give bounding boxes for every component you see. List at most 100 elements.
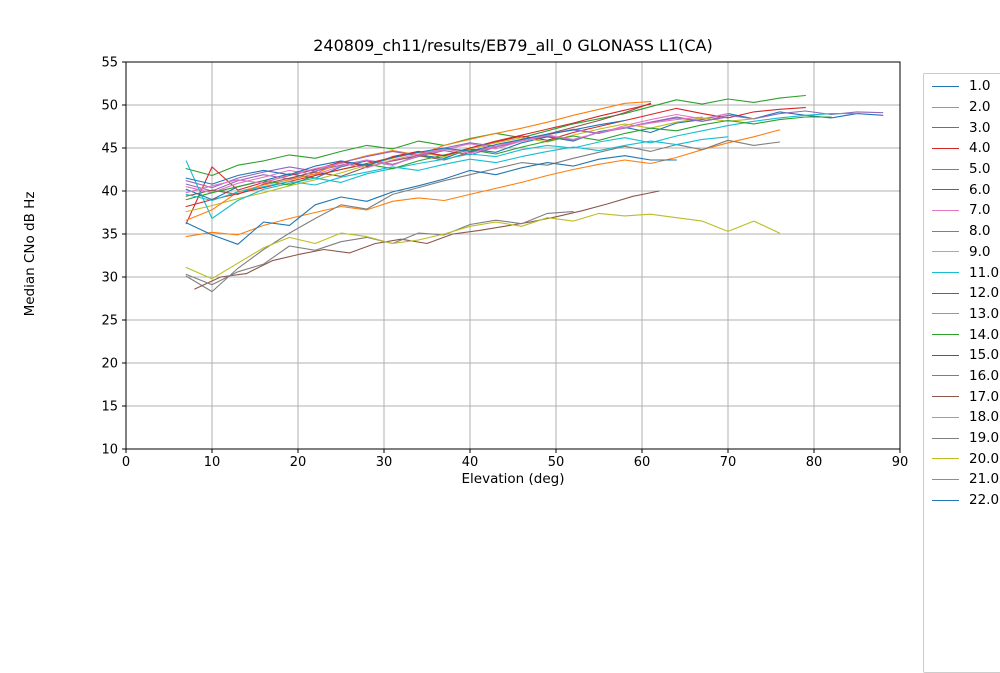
y-tick-label: 25 bbox=[101, 314, 118, 329]
legend-label: 20.0 bbox=[969, 450, 1000, 467]
legend-item: 9.0 bbox=[924, 242, 1000, 263]
x-tick-label: 0 bbox=[122, 455, 130, 470]
legend-line-sample bbox=[932, 313, 959, 315]
legend-line-sample bbox=[932, 437, 959, 439]
legend-label: 3.0 bbox=[969, 119, 991, 136]
x-tick-label: 80 bbox=[806, 455, 823, 470]
x-tick-label: 50 bbox=[548, 455, 565, 470]
legend-item: 22.0 bbox=[924, 490, 1000, 511]
legend-item: 2.0 bbox=[924, 97, 1000, 118]
x-tick-label: 30 bbox=[376, 455, 393, 470]
legend-line-sample bbox=[932, 106, 959, 108]
series-line-9-0 bbox=[185, 117, 755, 213]
chart-title: 240809_ch11/results/EB79_all_0 GLONASS L… bbox=[313, 36, 713, 55]
y-tick-label: 40 bbox=[101, 185, 118, 200]
legend-line-sample bbox=[932, 458, 959, 460]
legend-label: 2.0 bbox=[969, 99, 991, 116]
legend-line-sample bbox=[932, 230, 959, 232]
legend-box: 1.0 2.0 3.0 4.0 5.0 6.0 7.0 8.0 9.0 11.0 12.0 13.0 1… bbox=[923, 73, 1000, 673]
x-tick-label: 90 bbox=[892, 455, 909, 470]
legend-item: 18.0 bbox=[924, 407, 1000, 428]
x-axis-label: Elevation (deg) bbox=[461, 471, 565, 487]
x-tick-label: 20 bbox=[290, 455, 307, 470]
legend-label: 9.0 bbox=[969, 243, 991, 260]
legend-item: 20.0 bbox=[924, 448, 1000, 469]
y-tick-label: 50 bbox=[101, 99, 118, 114]
x-tick-label: 60 bbox=[634, 455, 651, 470]
series-line-15-0 bbox=[185, 103, 652, 208]
series-line-12-0 bbox=[185, 155, 677, 245]
legend-label: 18.0 bbox=[969, 409, 1000, 426]
legend-label: 5.0 bbox=[969, 161, 991, 178]
series-line-8-0 bbox=[185, 139, 781, 293]
legend-line-sample bbox=[932, 354, 959, 356]
legend-item: 8.0 bbox=[924, 221, 1000, 242]
legend-item: 4.0 bbox=[924, 138, 1000, 159]
series-line-7-0 bbox=[185, 113, 729, 194]
figure: 0 10 20 30 40 50 60 70 80 90 10 15 20 25 30 35 40 45 50 55 … bbox=[22, 36, 1000, 673]
legend-line-sample bbox=[932, 251, 959, 253]
legend-line-sample bbox=[932, 292, 959, 294]
y-tick-label: 30 bbox=[101, 271, 118, 286]
legend-line-sample bbox=[932, 147, 959, 149]
chart-canvas: 0 10 20 30 40 50 60 70 80 90 10 15 20 25 30 35 40 45 50 55 bbox=[101, 56, 909, 471]
legend-label: 12.0 bbox=[969, 285, 1000, 302]
legend-item: 16.0 bbox=[924, 366, 1000, 387]
legend-item: 12.0 bbox=[924, 283, 1000, 304]
legend-item: 15.0 bbox=[924, 345, 1000, 366]
y-tick-label: 35 bbox=[101, 228, 118, 243]
legend-label: 13.0 bbox=[969, 305, 1000, 322]
legend-item: 21.0 bbox=[924, 469, 1000, 490]
legend-item: 11.0 bbox=[924, 262, 1000, 283]
legend-label: 14.0 bbox=[969, 326, 1000, 343]
series-line-3-0 bbox=[185, 94, 806, 177]
legend-line-sample bbox=[932, 272, 959, 274]
x-tick-label: 70 bbox=[720, 455, 737, 470]
legend-label: 4.0 bbox=[969, 140, 991, 157]
legend-line-sample bbox=[932, 168, 959, 170]
legend-line-sample bbox=[932, 478, 959, 480]
legend-item: 3.0 bbox=[924, 117, 1000, 138]
y-tick-label: 10 bbox=[101, 443, 118, 458]
legend-line-sample bbox=[932, 209, 959, 211]
series-line-17-0 bbox=[194, 190, 660, 290]
series-line-4-0 bbox=[185, 107, 806, 225]
legend-item: 1.0 bbox=[924, 76, 1000, 97]
legend-label: 15.0 bbox=[969, 347, 1000, 364]
legend-line-sample bbox=[932, 85, 959, 87]
legend-item: 7.0 bbox=[924, 200, 1000, 221]
legend-label: 6.0 bbox=[969, 181, 991, 198]
legend-item: 14.0 bbox=[924, 324, 1000, 345]
y-tick-label: 20 bbox=[101, 357, 118, 372]
legend-label: 16.0 bbox=[969, 367, 1000, 384]
y-tick-label: 55 bbox=[101, 56, 118, 71]
y-axis-label: Median CNo dB Hz bbox=[22, 191, 38, 317]
legend-label: 7.0 bbox=[969, 202, 991, 219]
legend-label: 21.0 bbox=[969, 471, 1000, 488]
legend-line-sample bbox=[932, 189, 959, 191]
legend-line-sample bbox=[932, 416, 959, 418]
legend-label: 11.0 bbox=[969, 264, 1000, 281]
legend-label: 17.0 bbox=[969, 388, 1000, 405]
legend-item: 5.0 bbox=[924, 159, 1000, 180]
series-line-14-0 bbox=[185, 116, 832, 201]
series-line-11-0 bbox=[185, 113, 858, 220]
series-line-2-0 bbox=[185, 129, 781, 238]
x-tick-label: 40 bbox=[462, 455, 479, 470]
legend-line-sample bbox=[932, 127, 959, 129]
legend-label: 22.0 bbox=[969, 492, 1000, 509]
x-tick-label: 10 bbox=[204, 455, 221, 470]
series-line-22-0 bbox=[185, 119, 626, 185]
y-tick-label: 15 bbox=[101, 400, 118, 415]
series-line-13-0 bbox=[185, 101, 652, 221]
legend-label: 19.0 bbox=[969, 430, 1000, 447]
series-line-21-0 bbox=[185, 136, 729, 202]
legend-line-sample bbox=[932, 375, 959, 377]
y-tick-label: 45 bbox=[101, 142, 118, 157]
legend-line-sample bbox=[932, 396, 959, 398]
series-line-20-0 bbox=[185, 212, 781, 280]
legend-line-sample bbox=[932, 334, 959, 336]
legend-label: 1.0 bbox=[969, 78, 991, 95]
series-line-18-0 bbox=[185, 116, 703, 194]
legend-item: 13.0 bbox=[924, 304, 1000, 325]
